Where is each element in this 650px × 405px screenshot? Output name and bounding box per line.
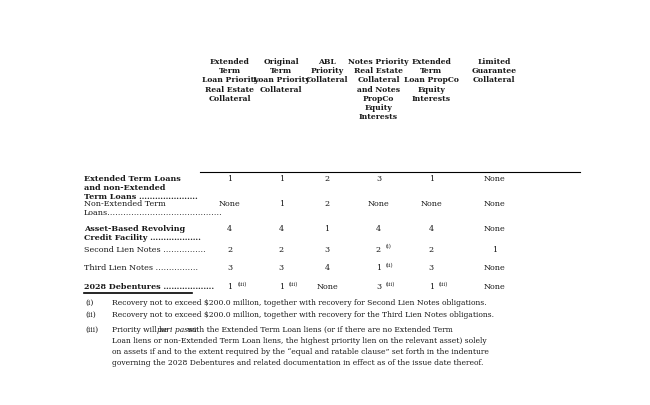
Text: 2: 2 bbox=[227, 246, 233, 254]
Text: Loan liens or non-Extended Term Loan liens, the highest priority lien on the rel: Loan liens or non-Extended Term Loan lie… bbox=[112, 337, 487, 345]
Text: Extended
Term
Loan PropCo
Equity
Interests: Extended Term Loan PropCo Equity Interes… bbox=[404, 58, 459, 103]
Text: 1: 1 bbox=[324, 225, 330, 233]
Text: 1: 1 bbox=[279, 283, 284, 291]
Text: with the Extended Term Loan liens (or if there are no Extended Term: with the Extended Term Loan liens (or if… bbox=[185, 326, 452, 334]
Text: None: None bbox=[484, 175, 505, 183]
Text: governing the 2028 Debentures and related documentation in effect as of the issu: governing the 2028 Debentures and relate… bbox=[112, 359, 484, 367]
Text: pari passu: pari passu bbox=[157, 326, 197, 334]
Text: None: None bbox=[219, 200, 240, 208]
Text: Recovery not to exceed $200.0 million, together with recovery for the Third Lien: Recovery not to exceed $200.0 million, t… bbox=[112, 311, 495, 319]
Text: (ii): (ii) bbox=[386, 263, 394, 268]
Text: 1: 1 bbox=[279, 175, 284, 183]
Text: 2: 2 bbox=[279, 246, 284, 254]
Text: Priority will be: Priority will be bbox=[112, 326, 172, 334]
Text: 3: 3 bbox=[279, 264, 284, 273]
Text: None: None bbox=[368, 200, 389, 208]
Text: 1: 1 bbox=[429, 283, 434, 291]
Text: Notes Priority
Real Estate
Collateral
and Notes
PropCo
Equity
Interests: Notes Priority Real Estate Collateral an… bbox=[348, 58, 409, 121]
Text: None: None bbox=[316, 283, 338, 291]
Text: ABL
Priority
Collateral: ABL Priority Collateral bbox=[306, 58, 348, 84]
Text: Extended
Term
Loan Priority
Real Estate
Collateral: Extended Term Loan Priority Real Estate … bbox=[202, 58, 258, 103]
Text: None: None bbox=[421, 200, 442, 208]
Text: Limited
Guarantee
Collateral: Limited Guarantee Collateral bbox=[472, 58, 517, 84]
Text: 2: 2 bbox=[376, 246, 381, 254]
Text: 1: 1 bbox=[279, 200, 284, 208]
Text: None: None bbox=[484, 200, 505, 208]
Text: 1: 1 bbox=[492, 246, 497, 254]
Text: 1: 1 bbox=[429, 175, 434, 183]
Text: 3: 3 bbox=[376, 175, 381, 183]
Text: 4: 4 bbox=[227, 225, 233, 233]
Text: 4: 4 bbox=[324, 264, 330, 273]
Text: 2: 2 bbox=[324, 200, 330, 208]
Text: 4: 4 bbox=[429, 225, 434, 233]
Text: (iii): (iii) bbox=[85, 326, 98, 334]
Text: (iii): (iii) bbox=[386, 281, 395, 287]
Text: None: None bbox=[484, 225, 505, 233]
Text: (i): (i) bbox=[85, 299, 94, 307]
Text: Original
Term
Loan Priority
Collateral: Original Term Loan Priority Collateral bbox=[253, 58, 309, 94]
Text: 3: 3 bbox=[324, 246, 330, 254]
Text: Recovery not to exceed $200.0 million, together with recovery for Second Lien No: Recovery not to exceed $200.0 million, t… bbox=[112, 299, 487, 307]
Text: 3: 3 bbox=[227, 264, 233, 273]
Text: (iii): (iii) bbox=[237, 281, 247, 287]
Text: Asset-Based Revolving
Credit Facility ……………….: Asset-Based Revolving Credit Facility ……… bbox=[84, 225, 201, 242]
Text: 4: 4 bbox=[279, 225, 284, 233]
Text: (ii): (ii) bbox=[85, 311, 96, 319]
Text: 4: 4 bbox=[376, 225, 381, 233]
Text: 1: 1 bbox=[227, 175, 233, 183]
Text: Third Lien Notes …………….: Third Lien Notes ……………. bbox=[84, 264, 198, 273]
Text: Extended Term Loans
and non-Extended
Term Loans ………………….: Extended Term Loans and non-Extended Ter… bbox=[84, 175, 198, 201]
Text: 1: 1 bbox=[227, 283, 233, 291]
Text: Second Lien Notes …………….: Second Lien Notes ……………. bbox=[84, 246, 205, 254]
Text: None: None bbox=[484, 264, 505, 273]
Text: 2028 Debentures ……………….: 2028 Debentures ………………. bbox=[84, 283, 214, 291]
Text: 3: 3 bbox=[376, 283, 381, 291]
Text: (i): (i) bbox=[386, 244, 392, 249]
Text: on assets if and to the extent required by the “equal and ratable clause” set fo: on assets if and to the extent required … bbox=[112, 348, 489, 356]
Text: (iii): (iii) bbox=[289, 281, 298, 287]
Text: Non-Extended Term
Loans…………………………………….: Non-Extended Term Loans……………………………………. bbox=[84, 200, 222, 217]
Text: None: None bbox=[484, 283, 505, 291]
Text: 2: 2 bbox=[324, 175, 330, 183]
Text: 2: 2 bbox=[429, 246, 434, 254]
Text: 1: 1 bbox=[376, 264, 381, 273]
Text: (iii): (iii) bbox=[439, 281, 448, 287]
Text: 3: 3 bbox=[429, 264, 434, 273]
